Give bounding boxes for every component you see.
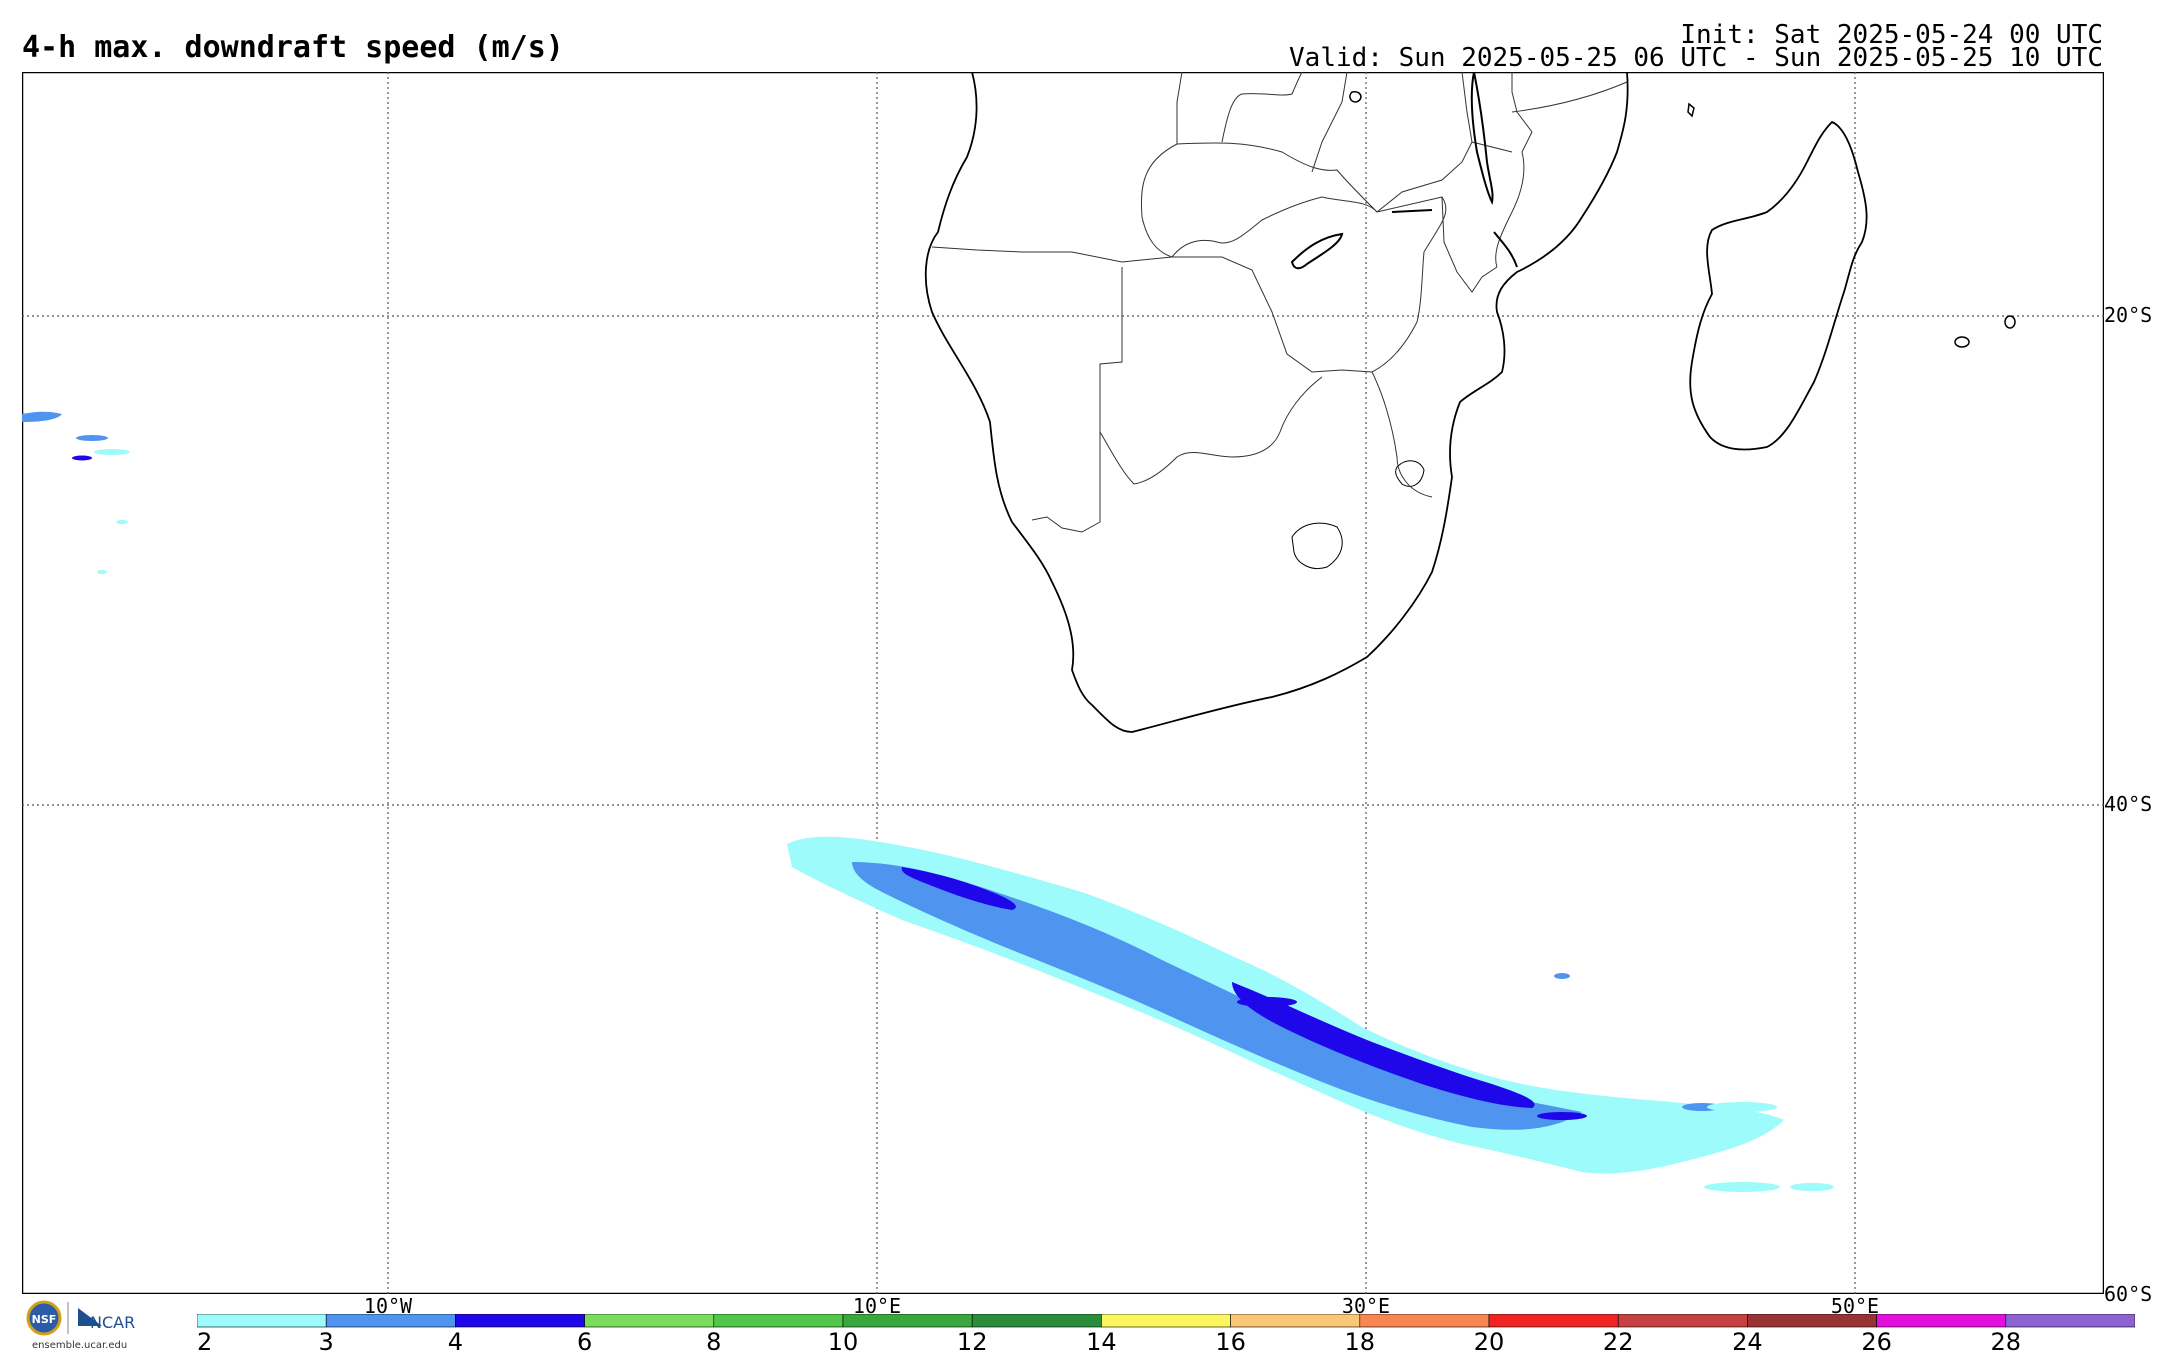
mauritius-island [2004,315,2016,329]
map-frame [22,72,2104,1294]
colorbar-segment [1230,1314,1361,1328]
site-url: ensemble.ucar.edu [32,1340,128,1351]
lat-label-60s: 60°S [2104,1282,2153,1306]
colorbar-tick-label: 26 [1861,1328,1892,1354]
downdraft-core-2 [1232,982,1535,1108]
nsf-seal-icon [26,1300,62,1336]
colorbar-segment [1359,1314,1490,1328]
colorbar-tick-label: 6 [577,1328,592,1354]
valid-time: Valid: Sun 2025-05-25 06 UTC - Sun 2025-… [1289,43,2103,73]
init-time: Init: Sat 2025-05-24 00 UTC [1680,20,2103,50]
colorbar-tick-label: 12 [957,1328,988,1354]
colorbar-tick-label: 18 [1345,1328,1376,1354]
lesotho-border [1291,522,1343,569]
downdraft-streak [76,435,108,441]
colorbar-segment [842,1314,973,1328]
downdraft-streak [1537,1112,1587,1120]
colorbar: 2 3 4 6 8 10 12 14 16 18 20 22 24 26 28 [197,1314,2135,1354]
downdraft-streak [116,520,128,524]
colorbar-segment [713,1314,844,1328]
downdraft-streak [94,449,130,455]
downdraft-streak [1104,949,1140,955]
colorbar-segment [1101,1314,1231,1328]
africa-coastline [924,72,1629,733]
lake-shire [1493,231,1518,268]
colorbar-tick-label: 20 [1474,1328,1505,1354]
colorbar-tick-label: 10 [828,1328,859,1354]
gridlines [22,72,2104,1294]
country-borders [931,72,1628,533]
comoros-island [1687,102,1695,118]
downdraft-streak [1790,1183,1834,1191]
lake-cahora-bassa [1391,209,1433,213]
colorbar-segment [197,1314,327,1328]
colorbar-tick-label: 4 [448,1328,463,1354]
nsf-ncar-logo: NSF NCAR [26,1300,135,1336]
colorbar-segment [971,1314,1102,1328]
lat-label-40s: 40°S [2104,792,2153,816]
colorbar-tick-label: 8 [706,1328,721,1354]
colorbar-tick-label: 24 [1732,1328,1763,1354]
ncar-mark-icon [78,1308,102,1326]
colorbar-segment [325,1314,456,1328]
colorbar-segment [1876,1314,2007,1328]
downdraft-streak [1704,1182,1780,1192]
colorbar-tick-label: 22 [1603,1328,1634,1354]
nsf-logo-text: NSF [32,1313,57,1326]
lat-label-20s: 20°S [2104,303,2153,327]
downdraft-field [22,411,1834,1192]
downdraft-streak [1554,973,1570,979]
ncar-logo-text: NCAR [90,1313,135,1332]
colorbar-tick-label: 3 [319,1328,334,1354]
lake-malawi [1470,72,1494,206]
colorbar-segment [1747,1314,1877,1328]
reunion-island [1954,336,1970,348]
colorbar-segment [455,1314,585,1328]
colorbar-tick-label: 28 [1991,1328,2022,1354]
downdraft-streak [1042,923,1082,931]
colorbar-segment [1488,1314,1619,1328]
eswatini-border [1395,460,1425,487]
colorbar-segment [2005,1314,2135,1328]
downdraft-streak [72,455,92,461]
colorbar-tick-label: 14 [1086,1328,1117,1354]
colorbar-tick-label: 16 [1215,1328,1246,1354]
downdraft-core-1 [901,867,1016,910]
lake-kariba [1290,232,1344,270]
map-panel [22,72,2104,1294]
madagascar-coastline [1689,120,1868,451]
downdraft-band-mid [852,862,1582,1130]
colorbar-segment [584,1314,715,1328]
downdraft-streak [1237,997,1297,1007]
colorbar-tick-label: 2 [197,1328,212,1354]
downdraft-streak [97,570,107,574]
downdraft-west-cluster [22,411,62,422]
downdraft-streak [1707,1102,1777,1112]
lake-shape [1349,91,1362,103]
colorbar-segment [1617,1314,1748,1328]
map-title: 4-h max. downdraft speed (m/s) [22,30,564,65]
